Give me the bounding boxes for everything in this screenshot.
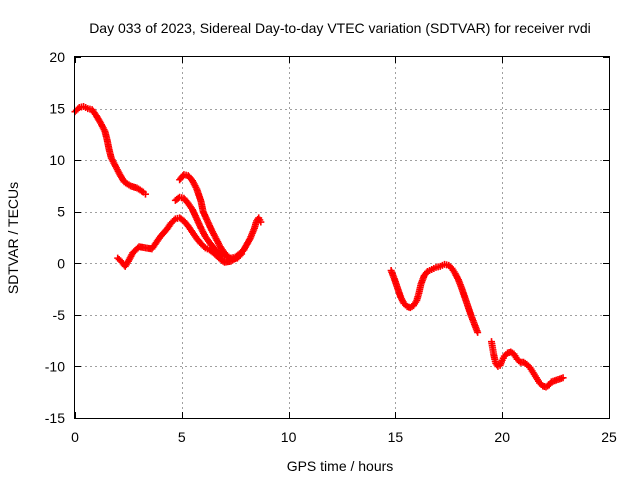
x-tick-label: 0: [71, 429, 79, 445]
x-tick-label: 10: [281, 429, 297, 445]
data-point: [474, 328, 482, 336]
x-tick-label: 15: [388, 429, 404, 445]
data-point: [141, 190, 149, 198]
y-tick-label: 20: [49, 49, 65, 65]
data-series: [71, 103, 567, 391]
x-tick-label: 5: [178, 429, 186, 445]
y-tick-label: 10: [49, 152, 65, 168]
y-axis-title: SDTVAR / TECUs: [5, 182, 21, 294]
series-segment-4: [176, 171, 246, 263]
y-tick-label: -5: [53, 307, 66, 323]
x-axis-title: GPS time / hours: [287, 458, 394, 474]
axis-ticks: 0 5 10 15 20 25 -15 -10 -5 0 5 10 15 20: [45, 49, 617, 445]
data-point: [200, 242, 208, 250]
series-segment-2: [114, 214, 265, 270]
data-point: [170, 216, 178, 224]
x-tick-label: 25: [601, 429, 617, 445]
x-tick-label: 20: [494, 429, 510, 445]
data-point: [245, 236, 253, 244]
series-segment-1: [71, 103, 149, 198]
series-segment-6: [488, 338, 567, 391]
chart-title: Day 033 of 2023, Sidereal Day-to-day VTE…: [89, 20, 591, 36]
y-tick-label: 15: [49, 101, 65, 117]
data-point: [257, 218, 265, 226]
data-point: [559, 374, 567, 382]
y-tick-label: 0: [57, 255, 65, 271]
y-tick-label: -10: [45, 358, 65, 374]
grid: [75, 57, 609, 418]
series-segment-5: [387, 260, 482, 336]
plot-frame: [74, 56, 610, 419]
data-point: [74, 105, 82, 113]
data-point: [240, 246, 248, 254]
data-point: [236, 251, 244, 259]
y-tick-label: -15: [45, 410, 65, 426]
data-point: [238, 250, 246, 258]
y-tick-label: 5: [57, 204, 65, 220]
data-point: [223, 252, 231, 260]
